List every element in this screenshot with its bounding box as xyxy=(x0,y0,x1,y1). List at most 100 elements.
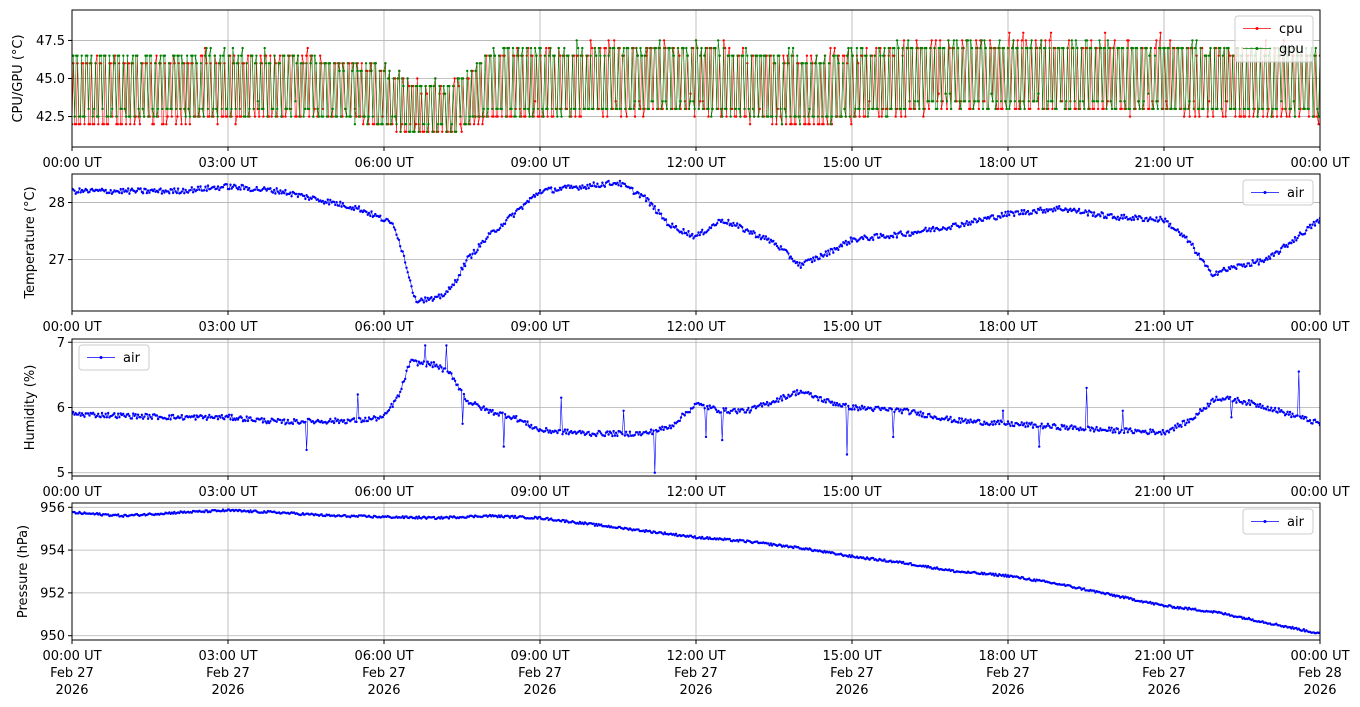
data-point xyxy=(857,409,860,412)
data-point xyxy=(1205,54,1208,57)
data-point xyxy=(425,300,428,303)
data-point xyxy=(410,285,413,288)
data-point xyxy=(787,252,790,255)
data-point xyxy=(1053,207,1056,210)
data-point xyxy=(834,404,837,407)
data-point xyxy=(789,115,792,118)
data-point xyxy=(484,54,487,57)
data-point xyxy=(1115,107,1118,111)
data-point xyxy=(998,422,1001,426)
data-point xyxy=(886,115,889,118)
data-point xyxy=(587,187,590,190)
data-point xyxy=(697,107,700,111)
data-point xyxy=(133,123,136,126)
data-point xyxy=(112,191,115,194)
data-point xyxy=(263,186,266,189)
data-point xyxy=(836,54,839,57)
data-point xyxy=(904,115,907,118)
data-point xyxy=(1159,430,1162,434)
data-point xyxy=(664,100,667,103)
data-point xyxy=(131,54,135,57)
data-point xyxy=(1307,226,1311,229)
data-point xyxy=(173,54,176,57)
data-point xyxy=(94,62,97,65)
data-point xyxy=(939,418,942,422)
data-point xyxy=(367,416,371,419)
data-point xyxy=(767,404,770,407)
data-point xyxy=(1076,209,1080,213)
data-point xyxy=(259,54,262,57)
data-point xyxy=(472,115,476,118)
data-point xyxy=(1266,258,1269,261)
data-point xyxy=(598,430,602,433)
data-point xyxy=(399,245,402,248)
data-point xyxy=(180,123,183,126)
data-point xyxy=(1099,427,1102,430)
x-tick-label: 21:00 UT xyxy=(1134,485,1193,500)
data-point xyxy=(657,46,660,50)
data-point xyxy=(748,115,752,118)
data-point xyxy=(253,115,257,118)
data-point xyxy=(737,226,740,229)
data-point xyxy=(689,234,693,237)
data-point xyxy=(1258,258,1262,261)
data-point xyxy=(850,240,854,243)
data-point xyxy=(897,407,900,411)
data-point xyxy=(150,417,154,420)
data-point xyxy=(613,46,616,50)
data-point xyxy=(640,54,644,57)
data-point xyxy=(146,189,150,192)
data-point xyxy=(360,69,363,73)
data-point xyxy=(636,54,639,57)
data-point xyxy=(1040,39,1043,42)
data-point xyxy=(479,62,483,65)
data-point xyxy=(844,115,847,118)
data-point xyxy=(334,203,337,207)
data-point xyxy=(1311,115,1315,118)
data-point xyxy=(1124,107,1128,111)
data-point xyxy=(877,115,881,118)
data-point xyxy=(748,123,752,126)
data-point xyxy=(1182,419,1186,422)
data-point xyxy=(515,54,519,57)
data-point xyxy=(764,54,767,57)
data-point xyxy=(862,237,865,241)
data-point xyxy=(87,412,90,415)
data-point xyxy=(226,107,229,111)
data-point xyxy=(954,100,957,103)
data-point xyxy=(810,260,814,264)
data-point xyxy=(774,242,778,245)
data-point xyxy=(155,115,158,118)
data-point xyxy=(288,107,291,111)
data-point xyxy=(1008,107,1011,111)
data-point xyxy=(959,107,963,111)
data-point xyxy=(520,54,523,57)
data-point xyxy=(933,46,936,50)
data-point xyxy=(400,123,404,126)
data-point xyxy=(968,221,971,224)
data-point xyxy=(850,46,853,50)
data-point xyxy=(703,54,706,57)
data-point xyxy=(459,123,462,126)
data-point xyxy=(319,54,322,57)
data-point xyxy=(1253,402,1257,406)
data-point xyxy=(1153,54,1157,57)
data-point xyxy=(1137,100,1140,103)
data-point xyxy=(1261,115,1265,118)
x-tick-label: 12:00 UT xyxy=(666,485,725,500)
data-point xyxy=(833,401,836,404)
data-point xyxy=(251,54,254,57)
data-point xyxy=(394,399,397,402)
data-point xyxy=(1132,431,1136,435)
data-point xyxy=(176,115,179,118)
data-point xyxy=(674,224,678,228)
data-point xyxy=(476,249,479,252)
data-point xyxy=(1182,115,1186,118)
data-point xyxy=(947,39,950,42)
data-point xyxy=(1295,239,1298,242)
data-point xyxy=(1058,46,1061,50)
data-point xyxy=(554,107,558,111)
data-point xyxy=(760,236,764,239)
data-point xyxy=(270,115,273,118)
data-point xyxy=(529,46,533,50)
